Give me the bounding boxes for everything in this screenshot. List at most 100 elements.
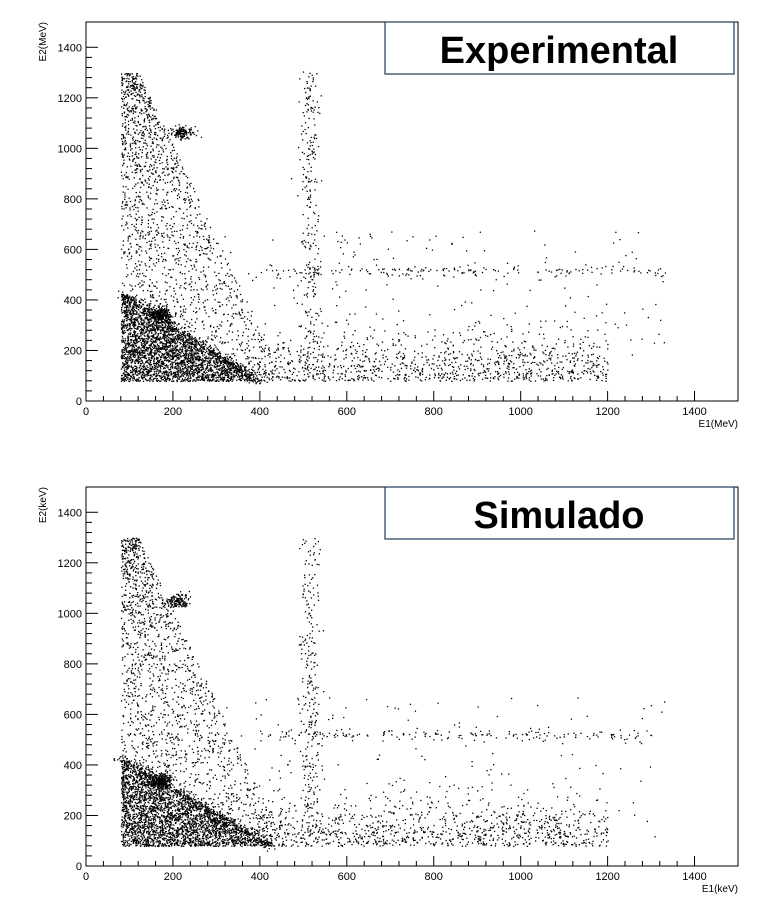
scatter-point: [192, 299, 195, 301]
scatter-point: [121, 114, 123, 117]
scatter-point: [259, 383, 261, 385]
scatter-point: [215, 359, 217, 361]
scatter-point: [192, 341, 194, 344]
scatter-point: [147, 374, 150, 376]
scatter-point: [136, 378, 139, 381]
scatter-point: [176, 329, 178, 332]
scatter-point: [190, 350, 192, 352]
scatter-point: [144, 317, 146, 320]
scatter-point: [199, 343, 201, 345]
scatter-point: [183, 198, 185, 201]
scatter-point: [187, 359, 190, 361]
scatter-point: [176, 380, 178, 382]
scatter-point: [161, 355, 163, 357]
scatter-point: [183, 135, 186, 137]
scatter-point: [134, 331, 136, 333]
scatter-point: [146, 348, 148, 350]
scatter-point: [194, 328, 197, 330]
scatter-point: [146, 145, 148, 147]
scatter-point: [189, 322, 191, 324]
scatter-point: [136, 359, 138, 361]
scatter-point: [165, 364, 168, 366]
scatter-point: [130, 299, 132, 302]
scatter-point: [182, 332, 185, 335]
scatter-point: [135, 80, 137, 83]
scatter-point: [201, 224, 203, 226]
scatter-point: [172, 329, 175, 331]
scatter-point: [161, 305, 164, 307]
scatter-point: [148, 371, 150, 373]
scatter-point: [201, 363, 203, 365]
scatter-point: [155, 161, 157, 164]
scatter-point: [134, 229, 136, 231]
scatter-point: [219, 352, 221, 354]
scatter-point: [219, 375, 221, 377]
scatter-point: [151, 351, 153, 353]
scatter-point: [186, 208, 188, 211]
scatter-point: [140, 344, 143, 346]
scatter-point: [177, 378, 179, 380]
scatter-point: [193, 224, 195, 226]
scatter-point: [146, 370, 149, 373]
scatter-point: [122, 301, 125, 304]
scatter-point: [146, 311, 148, 313]
scatter-point: [190, 182, 192, 184]
scatter-point: [176, 298, 178, 300]
scatter-point: [182, 128, 184, 130]
scatter-point: [164, 340, 166, 342]
scatter-point: [222, 380, 224, 382]
scatter-point: [143, 203, 145, 205]
scatter-point: [135, 369, 137, 371]
scatter-point: [135, 139, 137, 142]
scatter-point: [214, 373, 216, 375]
scatter-point: [175, 328, 177, 330]
scatter-point: [169, 286, 171, 288]
scatter-point: [209, 352, 211, 354]
scatter-point: [178, 358, 181, 360]
scatter-point: [250, 360, 252, 362]
scatter-point: [195, 312, 197, 314]
scatter-point: [187, 354, 190, 356]
scatter-point: [217, 373, 219, 375]
scatter-point: [182, 333, 184, 335]
scatter-point: [176, 354, 178, 356]
scatter-point: [124, 378, 127, 380]
scatter-point: [135, 91, 137, 94]
scatter-point: [140, 169, 142, 171]
scatter-point: [271, 373, 273, 375]
scatter-point: [156, 300, 158, 302]
scatter-point: [210, 247, 212, 249]
scatter-point: [205, 228, 207, 230]
scatter-point: [150, 328, 152, 330]
scatter-point: [120, 377, 123, 379]
scatter-point: [138, 367, 141, 369]
scatter-point: [165, 346, 167, 348]
scatter-point: [133, 332, 135, 334]
scatter-point: [186, 187, 188, 189]
scatter-point: [182, 126, 185, 129]
scatter-point: [158, 153, 160, 155]
scatter-point: [176, 160, 178, 162]
scatter-point: [212, 339, 214, 341]
scatter-point: [149, 97, 151, 99]
scatter-point: [135, 318, 137, 320]
scatter-point: [157, 368, 159, 371]
scatter-point: [127, 324, 129, 327]
scatter-point: [161, 324, 163, 327]
scatter-point: [228, 300, 230, 302]
scatter-point: [131, 233, 133, 236]
scatter-point: [127, 314, 129, 316]
scatter-point: [175, 312, 177, 314]
scatter-point: [213, 376, 215, 378]
scatter-point: [146, 151, 149, 154]
scatter-point: [131, 371, 133, 373]
scatter-point: [197, 375, 199, 377]
scatter-point: [237, 368, 239, 370]
scatter-point: [167, 375, 170, 377]
scatter-point: [150, 335, 152, 337]
scatter-point: [129, 159, 131, 161]
scatter-point: [173, 177, 175, 180]
scatter-point: [124, 147, 127, 149]
scatter-point: [176, 356, 179, 359]
scatter-point: [159, 342, 161, 344]
